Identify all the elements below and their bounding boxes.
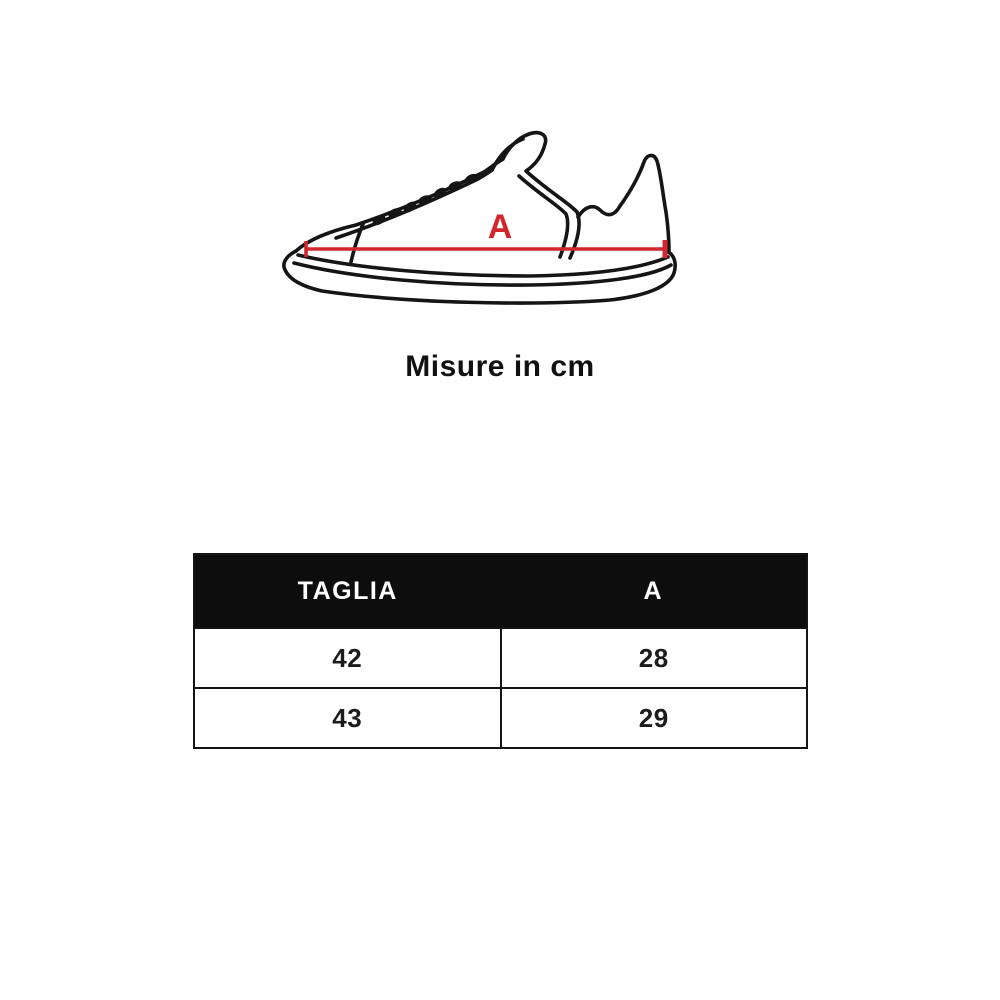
shoe-diagram: A — [282, 130, 677, 305]
col-header-taglia: TAGLIA — [297, 576, 398, 605]
measure-value-cell: 29 — [638, 702, 669, 733]
size-value-cell: 43 — [195, 689, 502, 747]
size-value-cell: 42 — [195, 629, 502, 687]
caption-misure-in-cm: Misure in cm — [405, 350, 595, 383]
table-row: 42 28 — [195, 627, 806, 687]
lace-eyelets-icon — [372, 173, 478, 226]
measure-value-cell: 28 — [638, 642, 669, 673]
size-table: TAGLIA A 42 28 43 29 — [193, 553, 808, 749]
shoe-outline — [282, 130, 677, 305]
size-table-header: TAGLIA A — [195, 555, 806, 627]
measurement-line-a — [304, 240, 668, 258]
table-row: 43 29 — [195, 687, 806, 747]
col-header-a: A — [643, 576, 664, 605]
measurement-label-a: A — [488, 208, 513, 246]
